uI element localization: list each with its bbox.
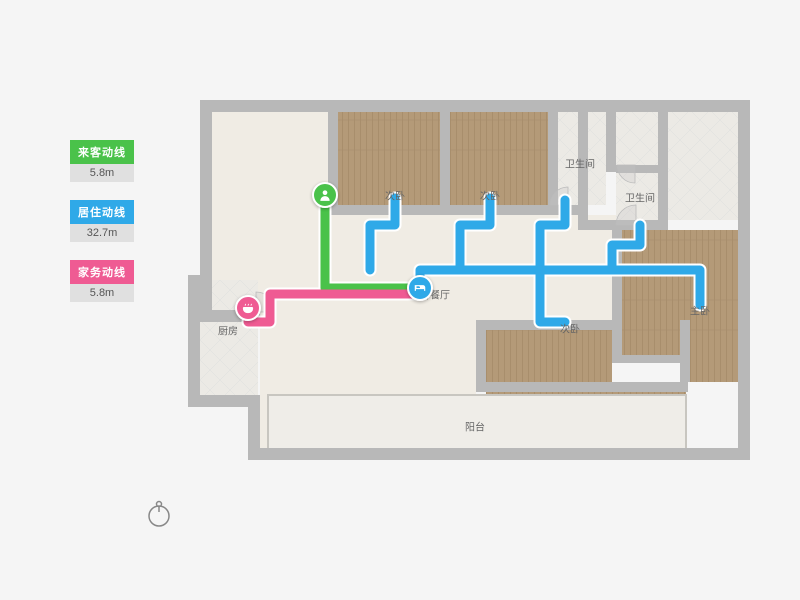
room-label-bedroom2a: 次卧 <box>385 188 405 203</box>
room-label-kitchen: 厨房 <box>218 323 238 338</box>
room-label-bedroom2c: 次卧 <box>560 321 580 336</box>
room-label-bath2: 卫生间 <box>625 190 655 205</box>
guest-icon-icon <box>312 182 338 208</box>
room-label-balcony: 阳台 <box>465 419 485 434</box>
legend-label: 家务动线 <box>70 260 134 284</box>
legend-item: 居住动线32.7m <box>70 200 134 242</box>
chores-icon-icon <box>235 295 261 321</box>
legend-value: 5.8m <box>70 164 134 182</box>
legend-label: 居住动线 <box>70 200 134 224</box>
legend-label: 来客动线 <box>70 140 134 164</box>
room-label-bedroom2b: 次卧 <box>480 188 500 203</box>
legend-value: 5.8m <box>70 284 134 302</box>
room-label-bath1: 卫生间 <box>565 156 595 171</box>
legend-value: 32.7m <box>70 224 134 242</box>
living-icon-icon <box>407 275 433 301</box>
compass-icon <box>145 500 173 528</box>
legend-item: 来客动线5.8m <box>70 140 134 182</box>
legend: 来客动线5.8m居住动线32.7m家务动线5.8m <box>70 140 134 320</box>
legend-item: 家务动线5.8m <box>70 260 134 302</box>
room-label-master: 主卧 <box>690 303 710 318</box>
